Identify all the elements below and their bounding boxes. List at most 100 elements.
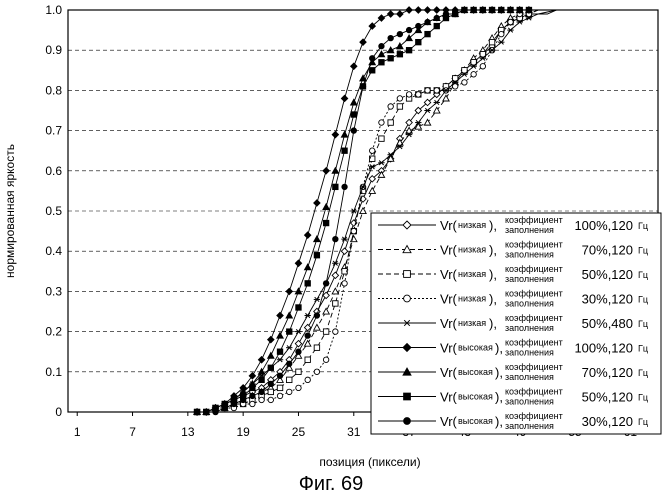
legend-unit: Гц xyxy=(638,246,648,256)
legend-value: 30%,120 xyxy=(582,414,633,429)
square-marker xyxy=(277,349,282,354)
x-tick-label: 31 xyxy=(347,425,361,439)
square-marker xyxy=(296,369,301,374)
square-marker xyxy=(268,389,273,394)
legend-coef-bottom: заполнения xyxy=(505,348,554,358)
legend-value: 70%,120 xyxy=(582,243,633,258)
legend-unit: Гц xyxy=(638,344,648,354)
legend-value: 30%,120 xyxy=(582,292,633,307)
y-tick-label: 1.0 xyxy=(45,3,62,17)
circle-marker xyxy=(499,31,504,36)
circle-marker xyxy=(277,373,282,378)
circle-marker xyxy=(471,72,476,77)
square-marker xyxy=(250,385,255,390)
legend-unit: Гц xyxy=(638,270,648,280)
circle-marker xyxy=(277,393,282,398)
circle-marker xyxy=(333,329,338,334)
legend-value: 50%,480 xyxy=(582,316,633,331)
circle-marker xyxy=(333,236,338,241)
legend-level: высокая xyxy=(458,416,493,426)
square-marker xyxy=(397,52,402,57)
legend-prefix: Vr( xyxy=(440,218,458,233)
legend-value: 50%,120 xyxy=(582,390,633,405)
circle-marker xyxy=(404,295,411,302)
square-marker xyxy=(489,39,494,44)
circle-marker xyxy=(268,397,273,402)
legend-close: ), xyxy=(489,316,497,331)
square-marker xyxy=(287,329,292,334)
square-marker xyxy=(323,220,328,225)
legend-prefix: Vr( xyxy=(440,292,458,307)
circle-marker xyxy=(314,313,319,318)
y-tick-labels: 00.10.20.30.40.50.60.70.80.91.0 xyxy=(45,3,62,419)
legend-level: высокая xyxy=(458,392,493,402)
y-tick-label: 0.1 xyxy=(45,365,62,379)
circle-marker xyxy=(323,281,328,286)
square-marker xyxy=(305,357,310,362)
circle-marker xyxy=(480,64,485,69)
legend-level: низкая xyxy=(458,269,486,279)
circle-marker xyxy=(305,333,310,338)
legend-coef-bottom: заполнения xyxy=(505,250,554,260)
legend-coef-top: коэффициент xyxy=(505,240,563,250)
circle-marker xyxy=(397,96,402,101)
circle-marker xyxy=(240,397,245,402)
legend-close: ), xyxy=(489,243,497,258)
circle-marker xyxy=(250,393,255,398)
circle-marker xyxy=(388,35,393,40)
legend-prefix: Vr( xyxy=(440,414,458,429)
legend-close: ), xyxy=(495,414,503,429)
square-marker xyxy=(416,39,421,44)
circle-marker xyxy=(351,228,356,233)
circle-marker xyxy=(443,11,448,16)
legend-coef-top: коэффициент xyxy=(505,411,563,421)
circle-marker xyxy=(397,31,402,36)
legend-coef-top: коэффициент xyxy=(505,338,563,348)
legend-close: ), xyxy=(489,218,497,233)
square-marker xyxy=(404,393,411,400)
legend-prefix: Vr( xyxy=(440,243,458,258)
x-axis-title: позиция (пиксели) xyxy=(319,455,420,469)
legend-level: низкая xyxy=(458,245,486,255)
legend-unit: Гц xyxy=(638,295,648,305)
circle-marker xyxy=(342,281,347,286)
circle-marker xyxy=(379,120,384,125)
legend-close: ), xyxy=(489,267,497,282)
legend-value: 50%,120 xyxy=(582,267,633,282)
legend-coef-bottom: заполнения xyxy=(505,421,554,431)
circle-marker xyxy=(452,11,457,16)
circle-marker xyxy=(425,19,430,24)
legend-coef-top: коэффициент xyxy=(505,362,563,372)
circle-marker xyxy=(416,23,421,28)
x-tick-label: 7 xyxy=(129,425,136,439)
square-marker xyxy=(425,31,430,36)
legend-prefix: Vr( xyxy=(440,267,458,282)
circle-marker xyxy=(351,128,356,133)
circle-marker xyxy=(425,88,430,93)
legend-value: 100%,120 xyxy=(574,341,633,356)
circle-marker xyxy=(360,84,365,89)
circle-marker xyxy=(287,361,292,366)
square-marker xyxy=(333,301,338,306)
legend-coef-bottom: заполнения xyxy=(505,299,554,309)
legend-close: ), xyxy=(495,390,503,405)
circle-marker xyxy=(342,184,347,189)
square-marker xyxy=(305,281,310,286)
y-tick-label: 0.5 xyxy=(45,204,62,218)
legend-coef-top: коэффициент xyxy=(505,264,563,274)
square-marker xyxy=(333,184,338,189)
legend-level: низкая xyxy=(458,318,486,328)
x-tick-label: 1 xyxy=(74,425,81,439)
circle-marker xyxy=(462,80,467,85)
circle-marker xyxy=(296,385,301,390)
circle-marker xyxy=(287,389,292,394)
circle-marker xyxy=(508,19,513,24)
circle-marker xyxy=(434,15,439,20)
square-marker xyxy=(397,104,402,109)
circle-marker xyxy=(434,88,439,93)
circle-marker xyxy=(369,148,374,153)
x-tick-label: 13 xyxy=(181,425,195,439)
x-tick-label: 25 xyxy=(292,425,306,439)
x-tick-label: 19 xyxy=(236,425,250,439)
square-marker xyxy=(379,60,384,65)
